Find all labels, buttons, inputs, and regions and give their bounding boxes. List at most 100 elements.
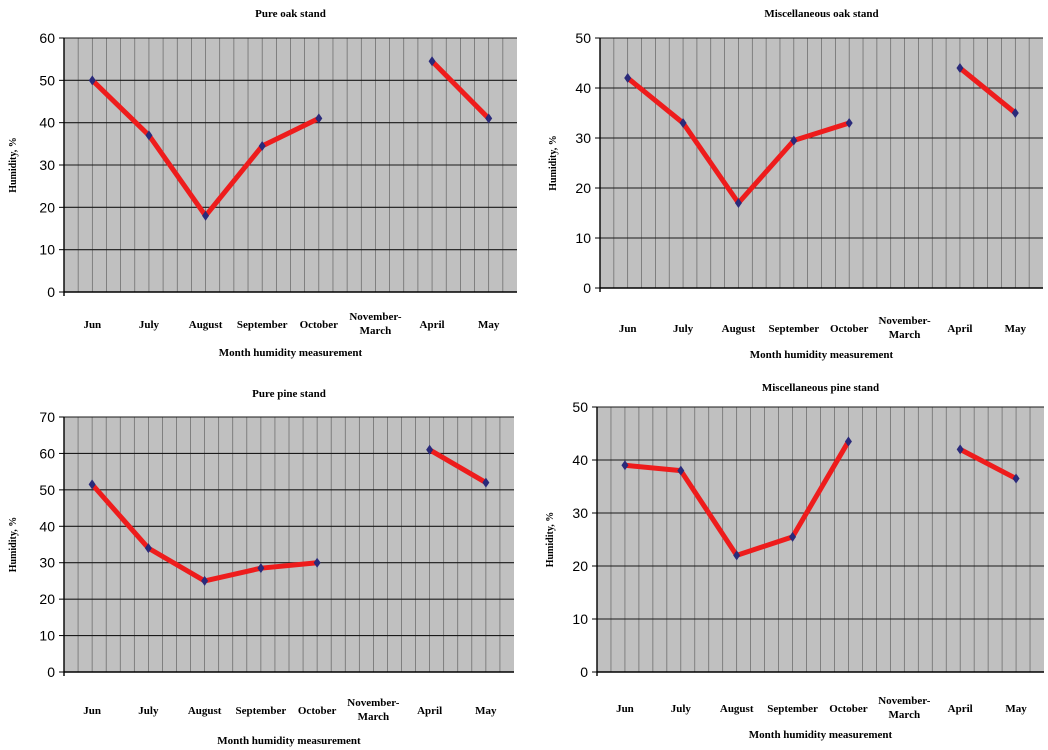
chart-title: Miscellaneous oak stand — [764, 8, 878, 20]
x-tick-label: April — [948, 703, 973, 715]
x-axis-label: Month humidity measurement — [750, 349, 894, 361]
chart-title: Pure pine stand — [252, 388, 326, 400]
x-tick-label: May — [478, 319, 500, 331]
y-tick-label: 30 — [572, 505, 588, 521]
chart-panel-1: 0 10 20 30 40 50 60 Jun July August September Octob… — [8, 8, 517, 359]
x-tick-label: October — [300, 319, 339, 331]
y-tick-label: 50 — [39, 482, 55, 498]
y-tick-label: 40 — [575, 80, 591, 96]
data-point — [789, 531, 797, 542]
series-line — [429, 58, 492, 121]
data-point — [428, 56, 436, 67]
x-tick-label: April — [947, 323, 972, 335]
y-tick-label: 30 — [39, 555, 55, 571]
x-tick-label: July — [139, 319, 160, 331]
data-point — [144, 543, 152, 554]
x-tick-label: Jun — [616, 703, 634, 715]
chart-title: Pure oak stand — [255, 8, 326, 20]
y-tick-label: 0 — [580, 664, 588, 680]
x-tick-label: May — [1005, 703, 1027, 715]
x-tick-label: April — [417, 705, 442, 717]
y-axis-label: Humidity, % — [8, 517, 19, 573]
y-axis-label: Humidity, % — [545, 512, 556, 568]
vertical-gridlines — [613, 38, 1030, 288]
x-tick-label: August — [720, 703, 754, 715]
data-point — [734, 198, 742, 208]
y-tick-label: 60 — [39, 30, 55, 46]
x-tick-label: Jun — [83, 319, 101, 331]
data-point — [1012, 473, 1020, 484]
y-axis-label: Humidity, % — [548, 135, 559, 191]
x-tick-label: July — [673, 323, 694, 335]
series-line — [427, 447, 489, 486]
data-point — [88, 75, 96, 86]
x-axis-label: Month humidity measurement — [219, 347, 363, 359]
data-point — [956, 63, 964, 73]
y-tick-label: 30 — [39, 157, 55, 173]
x-tick-label: October — [829, 703, 868, 715]
vertical-gridlines — [610, 407, 1031, 672]
data-point — [202, 210, 210, 221]
y-tick-label: 10 — [39, 242, 55, 258]
data-point — [88, 479, 96, 490]
data-point — [257, 563, 265, 574]
data-point — [258, 140, 266, 151]
x-tick-label: July — [671, 703, 692, 715]
x-tick-label: November-March — [878, 315, 930, 341]
x-axis-label: Month humidity measurement — [749, 729, 893, 741]
data-point — [313, 557, 321, 568]
y-axis-label: Humidity, % — [8, 137, 19, 193]
data-point — [1011, 108, 1019, 118]
y-tick-label: 50 — [572, 399, 588, 415]
y-tick-label: 10 — [39, 628, 55, 644]
x-tick-label: October — [830, 323, 869, 335]
y-tick-label: 0 — [583, 280, 591, 296]
y-tick-label: 20 — [39, 591, 55, 607]
y-tick-label: 70 — [39, 409, 55, 425]
x-tick-label: September — [237, 319, 288, 331]
y-tick-label: 60 — [39, 445, 55, 461]
x-tick-label: July — [138, 705, 159, 717]
chart-panel-3: 0 10 20 30 40 50 60 70 Jun July August September Oct… — [8, 388, 514, 747]
y-tick-label: 50 — [39, 72, 55, 88]
x-tick-label: August — [722, 323, 756, 335]
data-point — [956, 444, 964, 455]
data-point — [844, 436, 852, 447]
data-point — [790, 135, 798, 146]
chart-panel-4: 0 10 20 30 40 50 Jun July August September October… — [545, 382, 1044, 741]
data-point — [482, 477, 490, 488]
y-tick-label: 0 — [47, 664, 55, 680]
vertical-gridlines — [77, 417, 501, 672]
series-line — [957, 65, 1018, 116]
x-tick-label: October — [298, 705, 337, 717]
x-tick-label: November-March — [878, 695, 930, 721]
chart-title: Miscellaneous pine stand — [762, 382, 879, 394]
x-tick-label: November-March — [347, 697, 399, 723]
y-tick-label: 0 — [47, 284, 55, 300]
x-tick-label: Jun — [619, 323, 637, 335]
x-tick-label: August — [188, 705, 222, 717]
data-point — [485, 113, 493, 124]
x-tick-label: August — [189, 319, 223, 331]
y-tick-label: 40 — [572, 452, 588, 468]
series-line — [957, 446, 1019, 482]
x-tick-label: May — [1005, 323, 1027, 335]
x-tick-label: April — [420, 319, 445, 331]
data-point — [621, 460, 629, 471]
y-tick-label: 30 — [575, 130, 591, 146]
y-tick-label: 40 — [39, 115, 55, 131]
y-tick-label: 20 — [572, 558, 588, 574]
data-point — [624, 73, 632, 83]
data-point — [677, 465, 685, 476]
chart-panel-2: 0 10 20 30 40 50 Jun July August September October… — [548, 8, 1043, 361]
x-tick-label: November-March — [349, 311, 401, 337]
y-tick-label: 10 — [572, 611, 588, 627]
x-tick-label: May — [475, 705, 497, 717]
data-point — [315, 113, 323, 124]
y-tick-label: 20 — [575, 180, 591, 196]
data-point — [145, 130, 153, 141]
y-tick-label: 50 — [575, 30, 591, 46]
data-point — [201, 575, 209, 586]
x-tick-label: September — [768, 323, 819, 335]
